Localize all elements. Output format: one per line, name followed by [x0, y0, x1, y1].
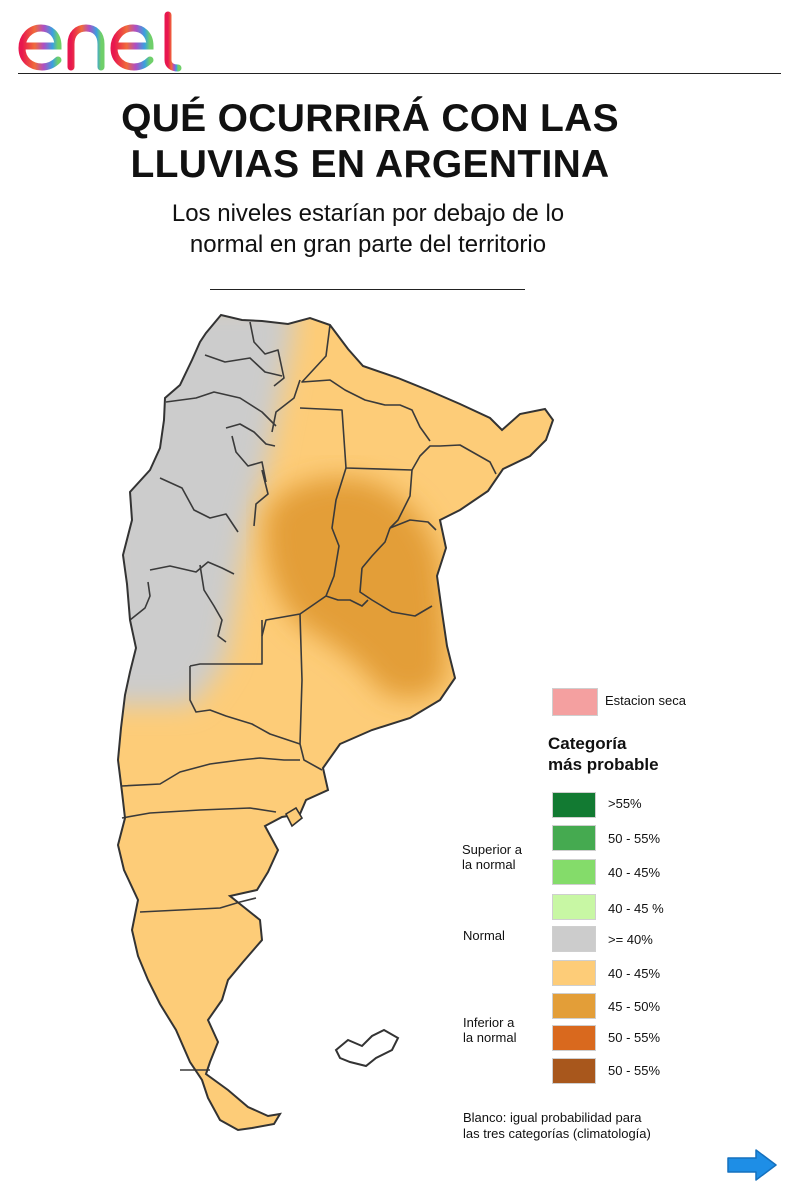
page-subtitle: Los niveles estarían por debajo de lo no… — [171, 200, 565, 258]
group-inferior-label: Inferior a la normal — [463, 1015, 517, 1045]
legend-swatch — [552, 993, 596, 1019]
enel-logo — [18, 11, 182, 72]
legend-label: 50 - 55% — [608, 831, 661, 846]
legend-swatch — [552, 926, 596, 952]
legend-swatch — [552, 960, 596, 986]
page-title: QUÉ OCURRIRÁ CON LAS LLUVIAS EN ARGENTIN… — [121, 97, 619, 186]
malvinas-islands — [334, 1028, 400, 1068]
legend-label: 45 - 50% — [608, 999, 661, 1014]
legend-label: 40 - 45 % — [608, 901, 664, 916]
legend-label: 40 - 45% — [608, 966, 661, 981]
legend-label: 50 - 55% — [608, 1030, 661, 1045]
legend-label: 50 - 55% — [608, 1063, 661, 1078]
legend-swatch — [552, 792, 596, 818]
dry-season-swatch — [552, 688, 598, 716]
legend-swatch — [552, 894, 596, 920]
legend-note: Blanco: igual probabilidad para las tres… — [463, 1110, 651, 1141]
dry-season-label: Estacion seca — [605, 693, 686, 708]
legend-label: >= 40% — [608, 932, 653, 947]
arrow-right-icon[interactable] — [726, 1148, 778, 1182]
inferior-45-50-zone — [264, 477, 448, 699]
group-superior-label: Superior a la normal — [462, 842, 522, 872]
legend-swatch — [552, 825, 596, 851]
legend-swatch — [552, 1025, 596, 1051]
argentina-precipitation-map — [117, 314, 554, 1131]
title-divider — [210, 289, 525, 290]
category-title: Categoría más probable — [548, 734, 659, 774]
legend-label: 40 - 45% — [608, 865, 661, 880]
legend-label: >55% — [608, 796, 642, 811]
legend-swatch — [552, 1058, 596, 1084]
group-normal-label: Normal — [463, 928, 505, 943]
legend-swatch — [552, 859, 596, 885]
header-divider — [18, 73, 781, 74]
